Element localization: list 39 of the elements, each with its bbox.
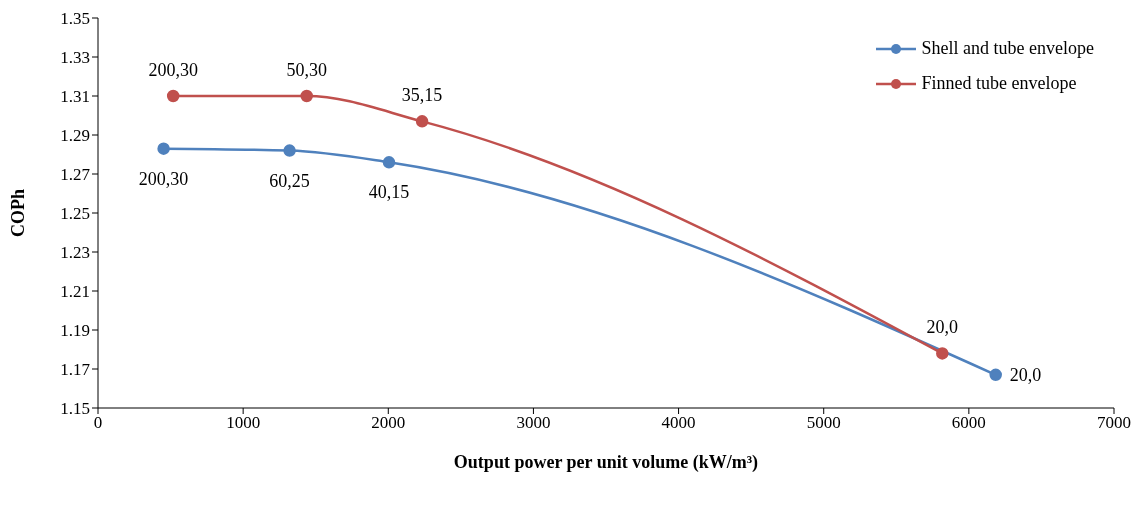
x-tick-label: 0	[93, 413, 103, 433]
y-tick-label: 1.17	[60, 360, 91, 380]
annotation: 35,15	[401, 85, 443, 106]
y-tick-label: 1.27	[60, 165, 91, 185]
annotation: 20,0	[926, 317, 959, 338]
point	[283, 144, 296, 157]
y-tick-label: 1.19	[60, 321, 90, 341]
annotation: 40,15	[368, 182, 410, 203]
legend-label: Finned tube envelope	[921, 73, 1077, 94]
point	[415, 115, 429, 128]
x-tick-label: 5000	[806, 413, 841, 433]
x-tick-label: 6000	[951, 413, 986, 433]
point	[989, 368, 1002, 382]
x-tick-label: 2000	[371, 413, 406, 433]
x-axis-title: Output power per unit volume (kW/m³)	[453, 452, 759, 473]
point	[157, 142, 170, 155]
annotation: 20,0	[1009, 364, 1042, 385]
y-tick-label: 1.31	[60, 87, 90, 107]
annotation: 200,30	[138, 168, 189, 189]
x-tick-label: 3000	[516, 413, 551, 433]
point	[936, 347, 949, 360]
legend-label: Shell and tube envelope	[921, 38, 1094, 59]
y-tick-label: 1.35	[60, 9, 90, 29]
y-tick-label: 1.23	[60, 243, 90, 263]
y-tick-label: 1.15	[60, 399, 90, 419]
point	[166, 89, 180, 103]
y-tick-label: 1.25	[60, 204, 90, 224]
annotation: 50,30	[286, 60, 327, 80]
x-tick-label: 1000	[226, 413, 261, 433]
y-tick-label: 1.33	[60, 48, 90, 68]
annotation: 200,30	[148, 60, 198, 80]
point	[382, 156, 396, 169]
y-tick-label: 1.21	[60, 282, 90, 302]
y-axis-title: COPh	[8, 188, 29, 238]
annotation: 60,25	[269, 170, 310, 191]
point	[300, 89, 313, 103]
y-tick-label: 1.29	[60, 126, 90, 146]
x-tick-label: 7000	[1097, 413, 1131, 433]
x-tick-label: 4000	[661, 413, 696, 433]
